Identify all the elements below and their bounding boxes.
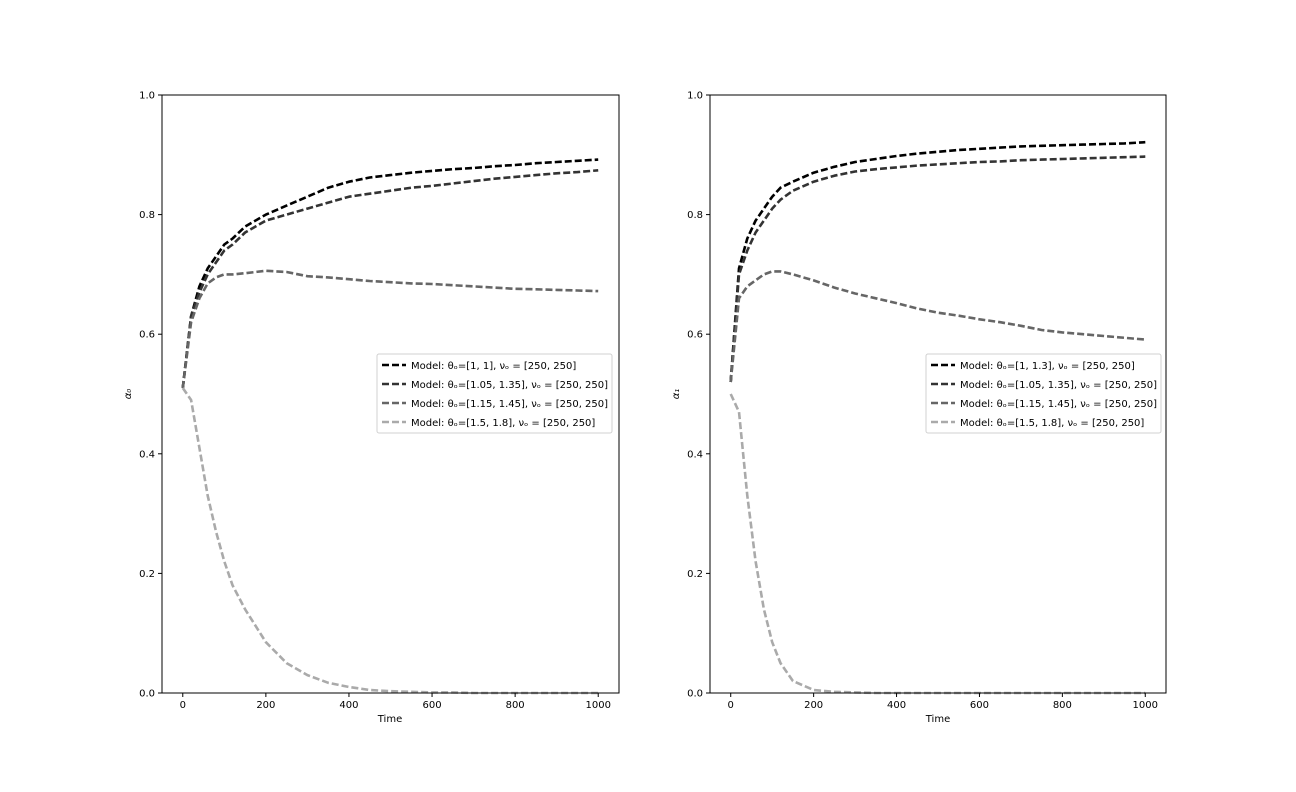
series-line: [729, 270, 1146, 383]
x-tick-label: 1000: [1133, 700, 1158, 711]
x-tick-label: 800: [506, 700, 525, 711]
legend-label-left: Model: θₒ=[1.15, 1.45], νₒ = [250, 250]: [411, 399, 608, 410]
y-tick-label: 0.2: [139, 569, 155, 580]
y-tick-label: 0.8: [687, 210, 703, 221]
legend-right: Model: θₒ=[1, 1.3], νₒ = [250, 250] Mode…: [925, 353, 1162, 434]
legend-label-right: Model: θₒ=[1.5, 1.8], νₒ = [250, 250]: [960, 418, 1144, 429]
y-tick-label: 0.2: [687, 569, 703, 580]
y-tick-label: 0.8: [139, 210, 155, 221]
x-ticks-right: 0 200 400 600 800 1000: [728, 693, 1158, 711]
x-ticks-left: 0 200 400 600 800 1000: [180, 693, 611, 711]
legend-label-right: Model: θₒ=[1.15, 1.45], νₒ = [250, 250]: [960, 399, 1157, 410]
x-tick-label: 600: [970, 700, 989, 711]
x-axis-label-right: Time: [925, 714, 950, 725]
legend-item-left: Model: θₒ=[1, 1], νₒ = [250, 250]: [382, 361, 576, 372]
x-axis-label-left: Time: [377, 714, 402, 725]
x-tick-label: 400: [887, 700, 906, 711]
y-tick-label: 0.6: [687, 330, 703, 341]
y-tick-label: 0.0: [687, 689, 703, 700]
legend-item-right: Model: θₒ=[1, 1.3], νₒ = [250, 250]: [931, 361, 1135, 372]
y-tick-label: 0.4: [687, 449, 703, 460]
y-tick-label: 0.0: [139, 689, 155, 700]
series-line: [729, 140, 1146, 383]
legend-item-right: Model: θₒ=[1.15, 1.45], νₒ = [250, 250]: [931, 399, 1157, 410]
series-line: [181, 169, 599, 389]
y-tick-label: 0.4: [139, 449, 155, 460]
legend-label-left: Model: θₒ=[1, 1], νₒ = [250, 250]: [411, 361, 576, 372]
legend-item-right: Model: θₒ=[1.5, 1.8], νₒ = [250, 250]: [931, 418, 1144, 429]
y-axis-label-left: α₀: [123, 389, 134, 400]
y-ticks-right: 0.0 0.2 0.4 0.6 0.8 1.0: [687, 91, 710, 700]
series-line: [181, 158, 599, 389]
y-axis-label-right: α₁: [671, 389, 682, 400]
legend-item-left: Model: θₒ=[1.15, 1.45], νₒ = [250, 250]: [382, 399, 608, 410]
legend-label-right: Model: θₒ=[1.05, 1.35], νₒ = [250, 250]: [960, 380, 1157, 391]
legend-item-left: Model: θₒ=[1.5, 1.8], νₒ = [250, 250]: [382, 418, 595, 429]
legend-box-left: [376, 353, 613, 434]
x-tick-label: 0: [180, 700, 186, 711]
x-tick-label: 0: [728, 700, 734, 711]
legend-item-left: Model: θₒ=[1.05, 1.35], νₒ = [250, 250]: [382, 380, 608, 391]
chart-panel-left: 0 200 400 600 800 1000 0.0 0.2 0.4 0.6 0.8 1.0 Tim…: [123, 91, 620, 725]
legend-item-right: Model: θₒ=[1.05, 1.35], νₒ = [250, 250]: [931, 380, 1157, 391]
legend-box-right: [925, 353, 1162, 434]
legend-left: Model: θₒ=[1, 1], νₒ = [250, 250] Model:…: [376, 353, 613, 434]
legend-label-left: Model: θₒ=[1.05, 1.35], νₒ = [250, 250]: [411, 380, 608, 391]
y-tick-label: 1.0: [687, 91, 703, 102]
chart-panel-right: 0 200 400 600 800 1000 0.0 0.2 0.4 0.6 0.8 1.0 Tim…: [671, 91, 1167, 725]
y-tick-label: 0.6: [139, 330, 155, 341]
series-line: [729, 155, 1146, 383]
x-tick-label: 1000: [586, 700, 611, 711]
legend-label-left: Model: θₒ=[1.5, 1.8], νₒ = [250, 250]: [411, 418, 595, 429]
axes-frame-left: [161, 94, 620, 694]
series-line: [181, 269, 599, 389]
legend-label-right: Model: θₒ=[1, 1.3], νₒ = [250, 250]: [960, 361, 1135, 372]
y-tick-label: 1.0: [139, 91, 155, 102]
x-tick-label: 400: [339, 700, 358, 711]
x-tick-label: 200: [804, 700, 823, 711]
x-tick-label: 200: [256, 700, 275, 711]
x-tick-label: 800: [1053, 700, 1072, 711]
x-tick-label: 600: [422, 700, 441, 711]
axes-frame-right: [709, 94, 1167, 694]
y-ticks-left: 0.0 0.2 0.4 0.6 0.8 1.0: [139, 91, 162, 700]
